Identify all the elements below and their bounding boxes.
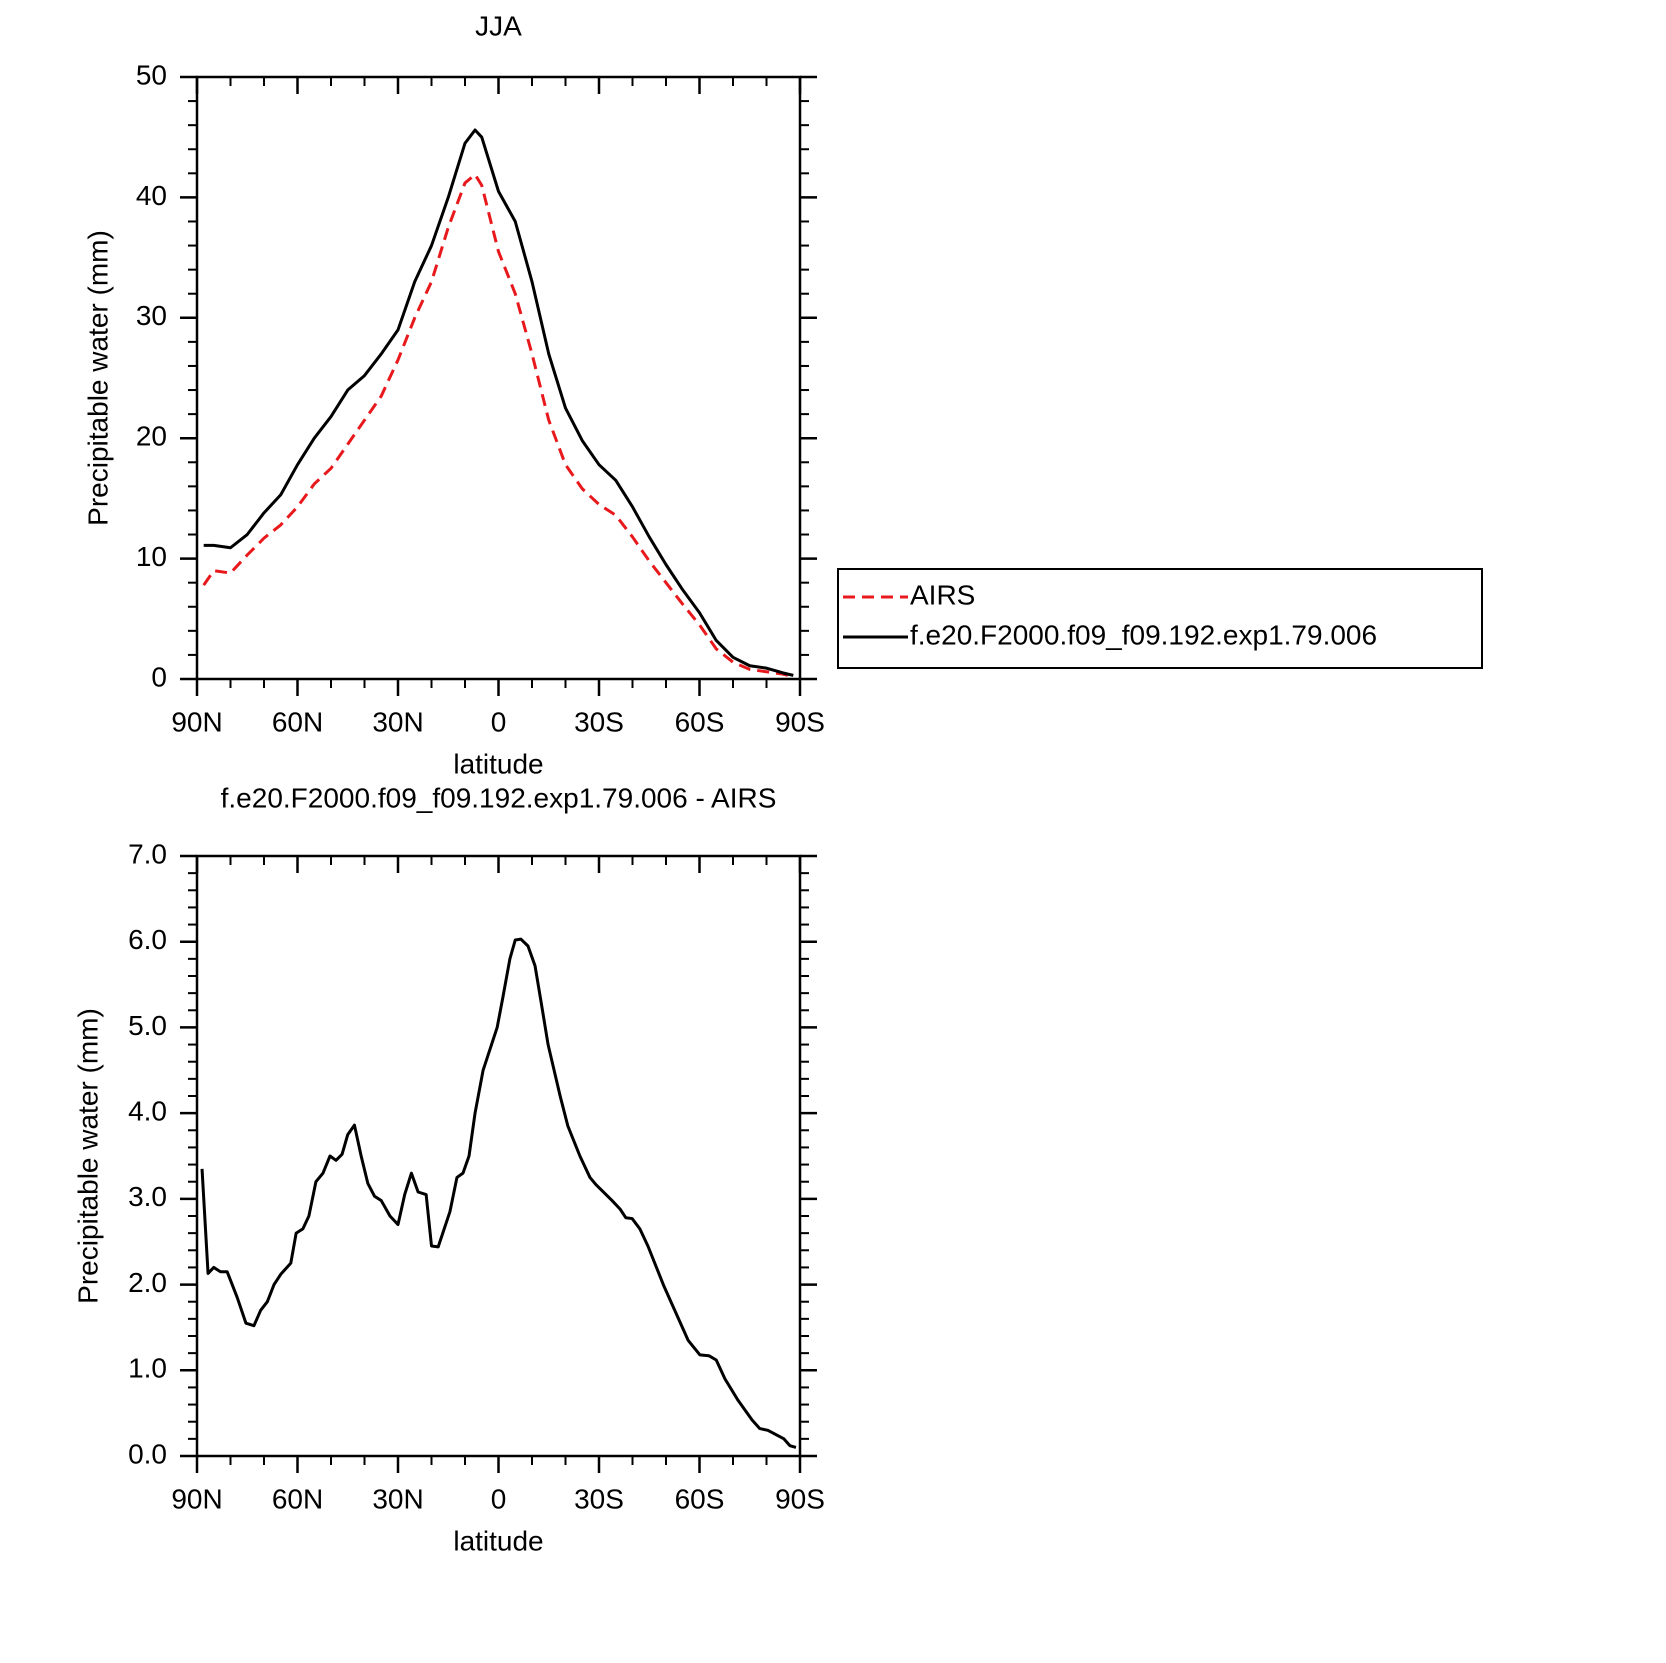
x-tick-label: 60N: [272, 1483, 323, 1514]
plot-frame: [195, 854, 802, 1458]
x-tick-label: 0: [491, 706, 507, 737]
x-tick-label: 30S: [574, 706, 624, 737]
x-tick-label: 60S: [675, 706, 725, 737]
y-tick-label: 0: [151, 661, 167, 692]
legend-box: [837, 568, 1483, 669]
plot-frame: [195, 75, 802, 681]
y-tick-label: 3.0: [128, 1181, 167, 1212]
y-tick-label: 0.0: [128, 1438, 167, 1469]
x-tick-label: 90N: [171, 706, 222, 737]
y-tick-label: 4.0: [128, 1096, 167, 1127]
data-line: [200, 937, 797, 1449]
y-tick-label: 50: [136, 59, 167, 90]
x-tick-label: 60N: [272, 706, 323, 737]
x-tick-label: 0: [491, 1483, 507, 1514]
y-tick-label: 10: [136, 541, 167, 572]
chart-title: JJA: [475, 10, 522, 41]
legend-label: f.e20.F2000.f09_f09.192.exp1.79.006: [910, 619, 1377, 650]
y-tick-label: 6.0: [128, 924, 167, 955]
y-tick-label: 1.0: [128, 1353, 167, 1384]
y-tick-label: 30: [136, 300, 167, 331]
x-tick-label: 90S: [775, 1483, 825, 1514]
x-tick-label: 90S: [775, 706, 825, 737]
data-line: [203, 128, 794, 677]
x-tick-label: 60S: [675, 1483, 725, 1514]
legend-label: AIRS: [910, 579, 975, 610]
x-axis-label: latitude: [453, 1525, 543, 1556]
x-axis-label: latitude: [453, 748, 543, 779]
y-tick-label: 2.0: [128, 1267, 167, 1298]
data-line: [202, 173, 794, 679]
y-tick-label: 40: [136, 180, 167, 211]
x-tick-label: 30N: [372, 1483, 423, 1514]
y-axis-label: Precipitable water (mm): [82, 230, 113, 526]
y-axis-label: Precipitable water (mm): [72, 1008, 103, 1304]
y-tick-label: 5.0: [128, 1010, 167, 1041]
x-tick-label: 30N: [372, 706, 423, 737]
chart-title: f.e20.F2000.f09_f09.192.exp1.79.006 - AI…: [221, 782, 777, 813]
x-tick-label: 30S: [574, 1483, 624, 1514]
y-tick-label: 20: [136, 421, 167, 452]
x-tick-label: 90N: [171, 1483, 222, 1514]
y-tick-label: 7.0: [128, 838, 167, 869]
